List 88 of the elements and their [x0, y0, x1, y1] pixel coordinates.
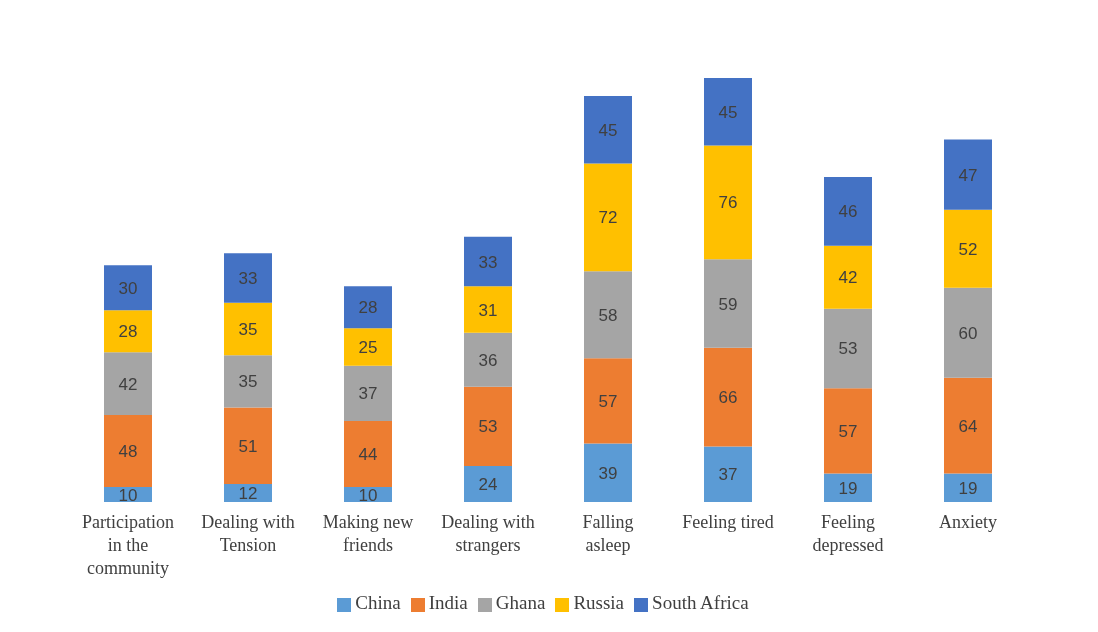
- data-label: 48: [118, 442, 138, 462]
- data-label: 59: [718, 294, 738, 314]
- bar: [104, 310, 152, 353]
- data-label: 53: [478, 417, 498, 437]
- bar: [824, 388, 872, 474]
- bar: [584, 271, 632, 359]
- data-label: 57: [598, 391, 618, 411]
- data-label: 12: [238, 484, 258, 504]
- data-label: 31: [478, 300, 498, 320]
- data-label: 76: [718, 193, 738, 213]
- bar: [704, 145, 752, 260]
- bar: [224, 302, 272, 356]
- data-label: 58: [598, 305, 618, 325]
- data-label: 19: [958, 478, 978, 498]
- bar: [344, 328, 392, 366]
- data-label: 72: [598, 208, 618, 228]
- data-label: 46: [838, 202, 858, 222]
- bar: [584, 163, 632, 272]
- x-tick-label: Making new friends: [322, 512, 414, 555]
- bar: [584, 95, 632, 164]
- data-label: 47: [958, 165, 978, 185]
- data-label: 37: [718, 465, 738, 485]
- bar: [104, 415, 152, 488]
- data-label: 24: [478, 475, 498, 495]
- data-label: 33: [238, 269, 258, 289]
- data-label: 42: [838, 268, 858, 288]
- legend-label: India: [428, 592, 468, 613]
- bar: [464, 236, 512, 287]
- bar: [944, 209, 992, 288]
- legend-label: South Africa: [652, 592, 749, 613]
- data-label: 42: [118, 374, 138, 394]
- bar: [944, 139, 992, 210]
- bar: [104, 352, 152, 416]
- bar: [464, 286, 512, 333]
- data-label: 33: [478, 252, 498, 272]
- data-label: 44: [358, 445, 378, 465]
- bar: [344, 365, 392, 422]
- data-label: 10: [358, 485, 378, 505]
- bar: [824, 176, 872, 246]
- data-label: 10: [118, 485, 138, 505]
- bar: [224, 355, 272, 408]
- data-label: 57: [838, 421, 858, 441]
- x-tick-label: Anxiety: [939, 512, 997, 532]
- data-label: 45: [598, 120, 618, 140]
- bar: [704, 78, 752, 146]
- bar: [344, 286, 392, 329]
- data-label: 28: [118, 322, 138, 342]
- x-tick-label: Feeling tired: [682, 512, 774, 532]
- data-label: 37: [358, 384, 378, 404]
- data-label: 35: [238, 372, 258, 392]
- bar: [584, 443, 632, 502]
- bar: [944, 377, 992, 474]
- data-label: 35: [238, 319, 258, 339]
- bar: [464, 386, 512, 467]
- data-label: 66: [718, 388, 738, 408]
- bar: [704, 446, 752, 502]
- data-label: 36: [478, 350, 498, 370]
- data-label: 45: [718, 102, 738, 122]
- data-label: 30: [118, 278, 138, 298]
- x-tick-label: Falling asleep: [582, 512, 634, 555]
- legend-label: Ghana: [495, 592, 546, 613]
- x-tick-label: Dealing with strangers: [441, 512, 535, 555]
- bar: [704, 347, 752, 447]
- data-label: 52: [958, 239, 978, 259]
- data-label: 64: [958, 416, 978, 436]
- x-tick-label: Dealing with Tension: [201, 512, 295, 555]
- bar: [944, 287, 992, 378]
- bar: [824, 245, 872, 309]
- bar: [464, 332, 512, 387]
- x-tick-label: Feeling depressed: [812, 512, 884, 555]
- data-label: 28: [358, 298, 378, 318]
- bar: [224, 253, 272, 303]
- data-label: 25: [358, 337, 378, 357]
- data-label: 39: [598, 463, 618, 483]
- bar: [344, 421, 392, 488]
- bar: [224, 407, 272, 485]
- bar: [704, 259, 752, 348]
- data-label: 19: [838, 478, 858, 498]
- data-label: 60: [958, 323, 978, 343]
- legend-label: Russia: [573, 592, 625, 613]
- bar: [824, 308, 872, 389]
- data-label: 51: [238, 436, 258, 456]
- bar: [584, 358, 632, 444]
- bar: [464, 466, 512, 502]
- bar: [104, 265, 152, 311]
- data-label: 53: [838, 339, 858, 359]
- legend-label: China: [355, 592, 401, 613]
- x-tick-label: Participation in the community: [82, 512, 174, 578]
